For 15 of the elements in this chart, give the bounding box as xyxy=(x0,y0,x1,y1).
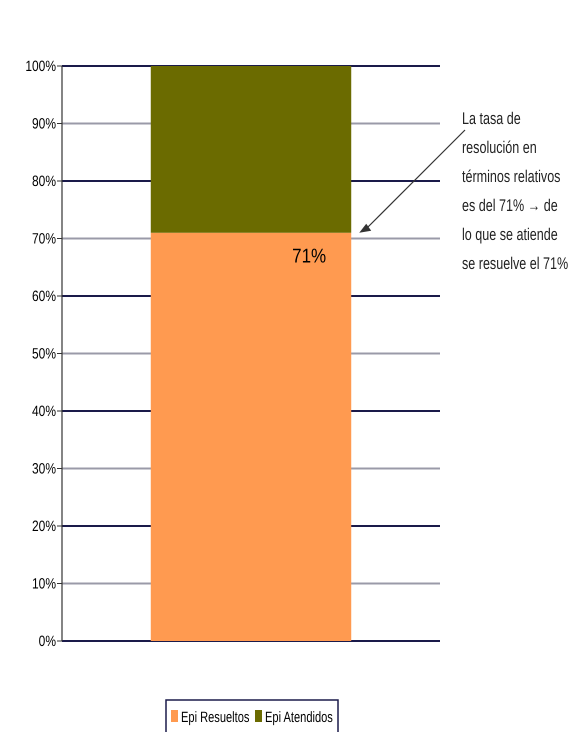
y-tick-label: 90% xyxy=(32,115,56,132)
legend-label: Epi Atendidos xyxy=(265,708,334,726)
y-tick-label: 50% xyxy=(32,345,56,362)
y-tick-label: 30% xyxy=(32,460,56,477)
y-tick-label: 20% xyxy=(32,518,56,534)
y-tick-label: 60% xyxy=(32,288,56,304)
y-tick-label: 0% xyxy=(38,632,56,650)
y-tick-label: 100% xyxy=(25,58,56,74)
text: La tasa de resolución en términos relativos es del 71% → de lo que se atiende se resuelve el 71% xyxy=(462,109,568,274)
data-label: 71% xyxy=(292,244,326,268)
y-tick-label: 10% xyxy=(32,575,56,592)
y-tick-label: 80% xyxy=(32,172,56,190)
legend-label: Epi Resueltos xyxy=(181,708,250,726)
y-tick-label: 70% xyxy=(32,230,56,247)
y-tick-label: 40% xyxy=(32,402,56,420)
